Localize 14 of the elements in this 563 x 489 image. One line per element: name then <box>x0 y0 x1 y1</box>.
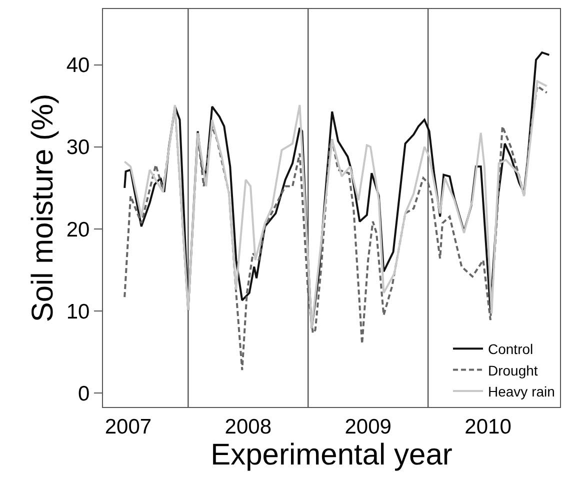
x-tick-label: 2007 <box>104 415 152 438</box>
y-tick-label: 10 <box>66 300 90 324</box>
y-tick-label: 30 <box>66 136 90 160</box>
y-tick-label: 20 <box>66 218 90 242</box>
x-tick-label: 2008 <box>224 415 272 438</box>
legend-label: Heavy rain <box>488 383 555 400</box>
legend-label: Control <box>488 341 534 358</box>
y-axis-title: Soil moisture (%) <box>26 94 60 322</box>
x-tick-label: 2010 <box>464 415 512 438</box>
legend-label: Drought <box>488 362 538 378</box>
x-tick-label: 2009 <box>344 415 392 438</box>
x-axis-title: Experimental year <box>210 438 452 472</box>
y-tick-label: 0 <box>78 382 90 406</box>
y-tick-label: 40 <box>66 54 90 78</box>
